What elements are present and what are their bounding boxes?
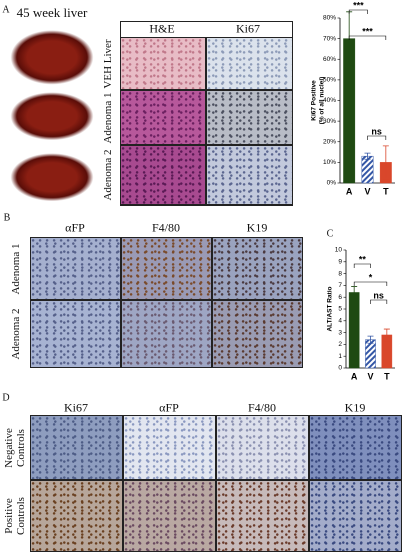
bar — [365, 339, 376, 369]
y-tick-label: 10% — [323, 159, 336, 166]
panel-title: 45 week liver — [16, 5, 88, 20]
row-label: Negative Controls — [3, 427, 27, 468]
bar — [361, 155, 374, 184]
y-tick-label: 0% — [327, 180, 337, 187]
micrograph — [212, 237, 303, 300]
significance-bracket — [370, 299, 388, 304]
micrograph — [30, 237, 121, 300]
stain-header: αFP — [159, 400, 179, 415]
significance-bracket — [348, 35, 387, 40]
micrograph — [216, 415, 309, 480]
micrograph — [212, 300, 303, 368]
panel-label: A — [2, 4, 10, 16]
micrograph — [30, 300, 121, 368]
micrograph — [121, 237, 212, 300]
stain-header: αFP — [65, 220, 85, 235]
stain-header: H&E — [149, 21, 175, 36]
y-tick-label: 0 — [338, 365, 342, 372]
micrograph — [120, 37, 206, 90]
liver-photo — [6, 22, 98, 90]
x-tick-label: V — [367, 371, 373, 381]
y-tick-label: 30% — [323, 118, 336, 125]
significance-bracket — [353, 263, 371, 268]
y-tick-label: 7 — [338, 282, 342, 289]
error-bar — [346, 11, 353, 66]
error-bar — [382, 145, 389, 180]
error-bar — [364, 152, 371, 160]
stain-header: Ki67 — [64, 400, 88, 415]
x-tick-label: T — [384, 371, 390, 381]
stain-header: Ki67 — [236, 21, 260, 36]
significance-label: ** — [359, 254, 367, 264]
y-tick-label: 2 — [338, 341, 342, 348]
micrograph — [123, 480, 216, 552]
bar — [343, 38, 356, 184]
micrograph — [309, 480, 402, 552]
y-tick-label: 40% — [323, 97, 336, 104]
error-bar — [351, 286, 358, 299]
y-tick-label: 60% — [323, 56, 336, 63]
significance-label: * — [369, 272, 373, 282]
bar — [381, 334, 393, 369]
micrograph — [309, 415, 402, 480]
stain-header: K19 — [246, 220, 268, 235]
significance-label: *** — [362, 26, 373, 36]
stain-header: K19 — [344, 400, 366, 415]
micrograph — [121, 300, 212, 368]
error-bar — [367, 335, 374, 344]
stain-header: F4/80 — [151, 220, 181, 235]
y-tick-label: 1 — [338, 353, 342, 360]
y-axis-label: Ki67 Positive — [311, 80, 318, 121]
micrograph — [120, 145, 206, 205]
y-tick-label: 9 — [338, 259, 342, 266]
panel-label: C — [326, 228, 334, 240]
row-label: Adenoma 1 — [102, 92, 114, 144]
micrograph — [120, 90, 206, 145]
significance-label: ns — [373, 290, 384, 300]
bar — [379, 162, 392, 184]
y-tick-label: 70% — [323, 35, 336, 42]
row-label: Positive Controls — [3, 497, 27, 535]
liver-photo — [6, 146, 98, 206]
row-label: VEH Liver — [102, 38, 114, 89]
y-axis-label: (% of all nuclei) — [319, 77, 326, 125]
y-tick-label: 3 — [338, 329, 342, 336]
micrograph — [206, 90, 293, 145]
stain-header: F4/80 — [247, 400, 277, 415]
significance-label: *** — [353, 0, 364, 10]
row-label: Adenoma 2 — [10, 308, 22, 360]
x-tick-label: V — [364, 186, 370, 196]
significance-bracket — [353, 281, 388, 286]
micrograph — [206, 145, 293, 205]
micrograph — [30, 415, 123, 480]
micrograph — [30, 480, 123, 552]
significance-bracket — [367, 135, 387, 140]
row-label: Adenoma 1 — [10, 243, 22, 295]
significance-label: ns — [371, 126, 382, 136]
error-bar — [383, 328, 390, 342]
micrograph — [216, 480, 309, 552]
bar — [348, 292, 360, 369]
y-tick-label: 4 — [338, 318, 342, 325]
y-tick-label: 50% — [323, 77, 336, 84]
y-tick-label: 5 — [338, 306, 342, 313]
micrograph — [123, 415, 216, 480]
micrograph — [206, 37, 293, 90]
x-tick-label: A — [346, 186, 353, 196]
y-tick-label: 10 — [335, 247, 343, 254]
liver-photo — [6, 85, 98, 145]
row-label: Adenoma 2 — [102, 149, 114, 201]
significance-bracket — [348, 9, 368, 14]
y-tick-label: 6 — [338, 294, 342, 301]
panel-label: B — [3, 212, 11, 224]
x-tick-label: A — [351, 371, 358, 381]
panel-label: D — [2, 392, 10, 404]
y-tick-label: 8 — [338, 270, 342, 277]
y-tick-label: 80% — [323, 15, 336, 22]
y-axis-label: ALT/AST Ratio — [327, 286, 334, 331]
y-tick-label: 20% — [323, 138, 336, 145]
x-tick-label: T — [383, 186, 389, 196]
